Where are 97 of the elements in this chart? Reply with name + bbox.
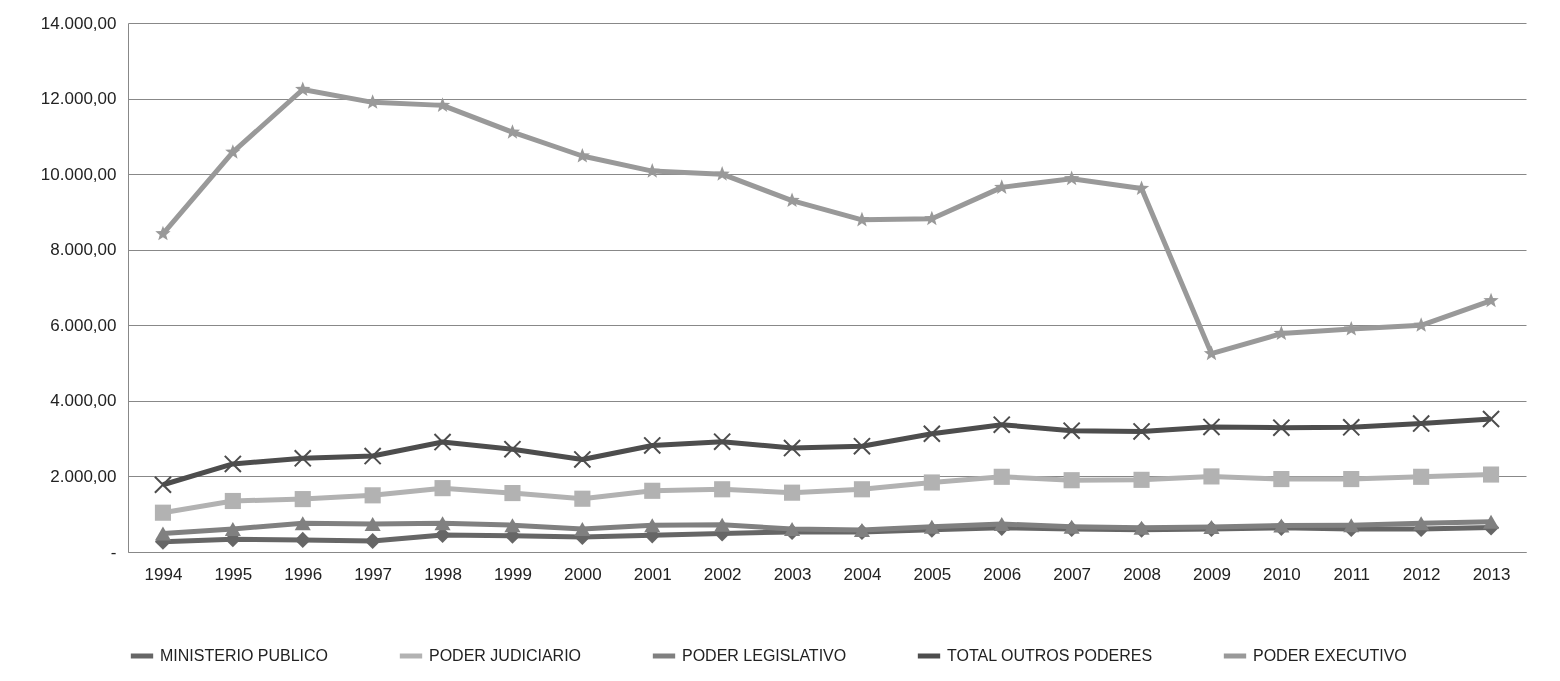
x-tick-label: 2003 <box>773 564 812 584</box>
y-tick-label: 10.000,00 <box>40 164 117 184</box>
point <box>504 518 521 533</box>
point <box>923 519 940 534</box>
x-tick-label: 2013 <box>1472 564 1511 584</box>
point <box>714 517 731 532</box>
y-tick-label: 6.000,00 <box>50 315 117 335</box>
y-tick-label: 2.000,00 <box>50 466 117 486</box>
point <box>1132 422 1151 441</box>
point <box>852 437 872 456</box>
point <box>1413 516 1430 531</box>
legend-label: PODER JUDICIARIO <box>429 647 582 664</box>
point <box>1343 518 1360 533</box>
point <box>363 446 382 466</box>
point <box>1273 471 1290 488</box>
x-tick-label: 2011 <box>1333 564 1371 584</box>
point <box>155 225 171 241</box>
point <box>1063 472 1080 489</box>
point <box>922 424 941 443</box>
point <box>1272 418 1291 437</box>
x-tick-label: 2012 <box>1402 564 1441 584</box>
point <box>1481 409 1501 429</box>
x-tick-label: 1995 <box>214 564 253 584</box>
point <box>364 517 381 532</box>
y-tick-label: 8.000,00 <box>50 240 117 260</box>
point <box>1343 471 1360 488</box>
x-tick-label: 2001 <box>633 564 672 584</box>
point <box>1413 468 1430 485</box>
legend-label: TOTAL OUTROS PODERES <box>947 647 1153 664</box>
point <box>783 521 801 536</box>
point <box>154 504 172 521</box>
point <box>993 517 1010 532</box>
point <box>503 440 522 459</box>
x-tick-label: 1996 <box>284 564 323 584</box>
x-tick-label: 1994 <box>144 564 183 584</box>
x-tick-label: 2000 <box>563 564 602 584</box>
point <box>1063 170 1080 186</box>
point <box>783 484 801 501</box>
point <box>1483 292 1499 308</box>
point <box>574 490 591 507</box>
y-tick-label: 14.000,00 <box>40 13 117 33</box>
x-tick-label: 1998 <box>424 564 462 584</box>
point <box>294 516 311 531</box>
x-tick-label: 2010 <box>1262 564 1301 584</box>
point <box>1202 417 1221 436</box>
point <box>1412 414 1431 433</box>
point <box>504 484 521 502</box>
point <box>1343 321 1359 336</box>
x-tick-label: 2009 <box>1193 564 1231 584</box>
point <box>643 436 662 455</box>
point <box>225 144 241 159</box>
point <box>853 481 871 498</box>
point <box>574 521 591 536</box>
point <box>224 521 241 536</box>
point <box>1133 471 1150 488</box>
point <box>1062 421 1081 440</box>
legend-label: PODER EXECUTIVO <box>1253 647 1407 664</box>
point <box>713 432 732 451</box>
point <box>573 450 592 469</box>
point <box>223 454 242 474</box>
x-tick-label: 2006 <box>983 564 1022 584</box>
point <box>714 481 731 498</box>
point <box>153 475 173 494</box>
point <box>993 468 1010 485</box>
y-tick-label: 4.000,00 <box>50 391 117 411</box>
point <box>364 487 381 504</box>
point <box>1342 418 1361 437</box>
y-tick-label: 12.000,00 <box>40 89 117 109</box>
point <box>644 482 661 499</box>
x-tick-label: 2008 <box>1123 564 1161 584</box>
point <box>782 439 802 458</box>
point <box>294 491 311 508</box>
point <box>1482 466 1500 483</box>
point <box>154 526 172 541</box>
x-tick-label: 2004 <box>843 564 882 584</box>
point <box>293 449 312 468</box>
y-tick-label: - <box>110 542 117 562</box>
legend-label: MINISTERIO PUBLICO <box>160 647 329 664</box>
point <box>433 432 452 452</box>
point <box>364 532 381 550</box>
point <box>644 518 661 533</box>
point <box>434 516 451 531</box>
point <box>224 492 241 510</box>
x-tick-label: 1997 <box>354 564 393 584</box>
point <box>434 480 451 497</box>
point <box>1203 468 1220 485</box>
point <box>714 166 730 181</box>
legend-label: PODER LEGISLATIVO <box>682 647 847 664</box>
point <box>923 474 940 491</box>
point <box>992 415 1011 434</box>
x-tick-label: 2005 <box>913 564 952 584</box>
x-tick-label: 2007 <box>1053 564 1092 584</box>
point <box>434 97 451 112</box>
point <box>295 81 311 97</box>
x-tick-label: 2002 <box>703 564 742 584</box>
x-tick-label: 1999 <box>494 564 532 584</box>
point <box>1482 514 1500 529</box>
